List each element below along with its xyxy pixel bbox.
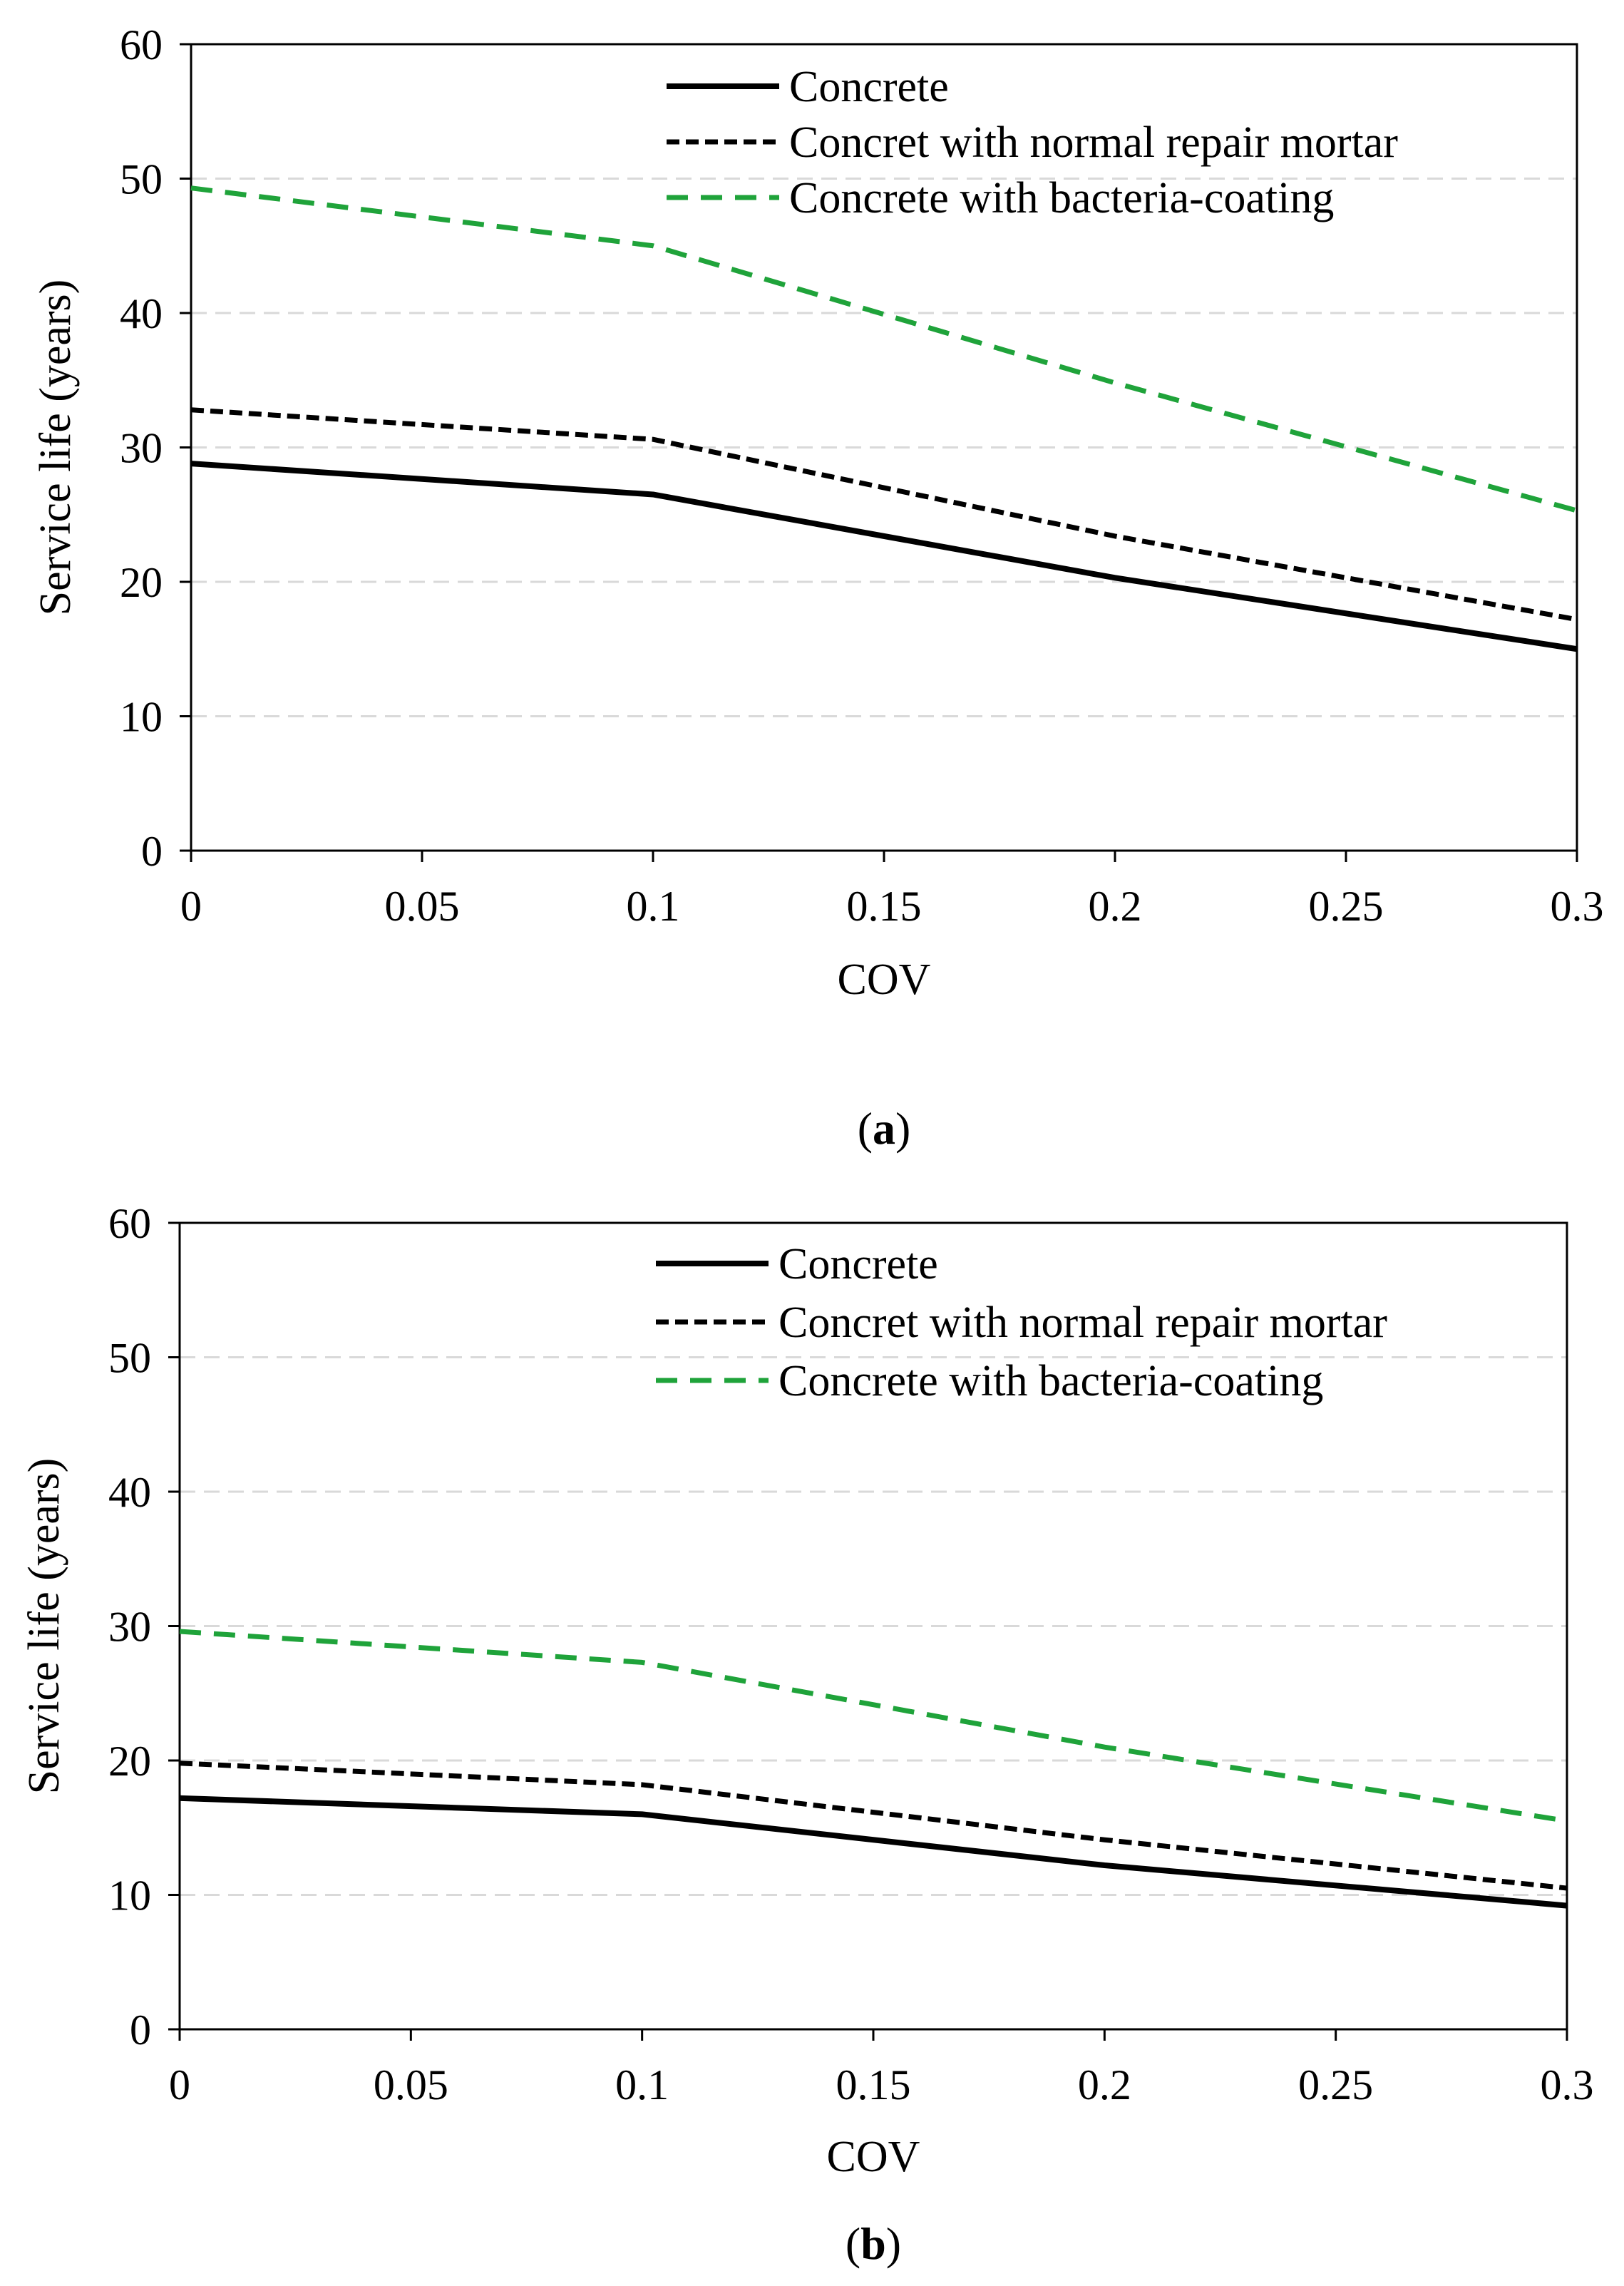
legend-label: Concrete with bacteria-coating [778, 1357, 1323, 1405]
legend-label: Concrete [778, 1240, 938, 1288]
x-tick-label: 0.3 [1551, 883, 1604, 930]
y-tick-label: 0 [130, 2006, 151, 2054]
series-line-2 [190, 407, 1578, 622]
chart-a: 0 0.05 0.1 0.15 0.2 0.25 0.3 0 10 20 30 40 50 60 COV Se… [31, 21, 1603, 1154]
x-tick-label: 0.2 [1089, 883, 1142, 930]
legend-label: Concret with normal repair mortar [778, 1298, 1387, 1347]
x-tick-label: 0.25 [1309, 883, 1384, 930]
x-tick-label: 0.1 [615, 2061, 669, 2108]
x-axis-title: COV [827, 2133, 920, 2181]
x-tick-label: 0.05 [385, 883, 460, 930]
y-tick-label: 0 [141, 828, 163, 875]
legend-label: Concret with normal repair mortar [789, 118, 1398, 167]
y-tick-label: 40 [108, 1469, 151, 1516]
figure-caption: (a) [858, 1103, 911, 1154]
y-tick-label: 50 [108, 1335, 151, 1382]
caption-open: ( [846, 2218, 860, 2269]
x-tick-label: 0.1 [627, 883, 680, 930]
legend: Concrete Concret with normal repair morta… [656, 1240, 1387, 1405]
y-tick-label: 60 [108, 1200, 151, 1247]
x-tick-label: 0.15 [847, 883, 922, 930]
caption-letter: b [860, 2218, 886, 2269]
chart-b: 0 0.05 0.1 0.15 0.2 0.25 0.3 0 10 20 30 40 50 60 COV Se… [20, 1200, 1593, 2269]
x-tick-label: 0 [169, 2061, 190, 2108]
y-tick-label: 10 [120, 694, 163, 741]
y-tick-label: 50 [120, 156, 163, 203]
x-tick-label: 0.25 [1298, 2061, 1373, 2108]
legend-label: Concrete [789, 63, 949, 111]
y-tick-label: 20 [120, 559, 163, 606]
y-tick-label: 10 [108, 1872, 151, 1919]
series-line-3 [190, 185, 1578, 513]
series-line-2 [179, 1760, 1568, 1891]
caption-close: ) [895, 1103, 910, 1154]
y-axis-title: Service life (years) [31, 280, 80, 616]
series-line-1 [179, 1795, 1568, 1909]
legend-label: Concrete with bacteria-coating [789, 174, 1334, 222]
x-tick-label: 0.05 [374, 2061, 448, 2108]
x-tick-label: 0 [180, 883, 202, 930]
legend: Concrete Concret with normal repair morta… [667, 63, 1398, 222]
caption-close: ) [886, 2218, 901, 2269]
y-tick-label: 60 [120, 21, 163, 68]
figure-caption: (b) [846, 2218, 901, 2269]
y-tick-label: 30 [108, 1604, 151, 1651]
x-tick-label: 0.3 [1541, 2061, 1594, 2108]
y-axis-title: Service life (years) [20, 1458, 68, 1795]
x-tick-label: 0.15 [836, 2061, 911, 2108]
x-axis-title: COV [838, 955, 931, 1004]
caption-letter: a [873, 1103, 895, 1154]
y-tick-label: 40 [120, 290, 163, 337]
y-tick-label: 20 [108, 1738, 151, 1785]
series-line-3 [179, 1629, 1568, 1824]
caption-open: ( [858, 1103, 873, 1154]
x-tick-label: 0.2 [1078, 2061, 1131, 2108]
y-tick-label: 30 [120, 425, 163, 472]
series-line-1 [190, 461, 1578, 652]
